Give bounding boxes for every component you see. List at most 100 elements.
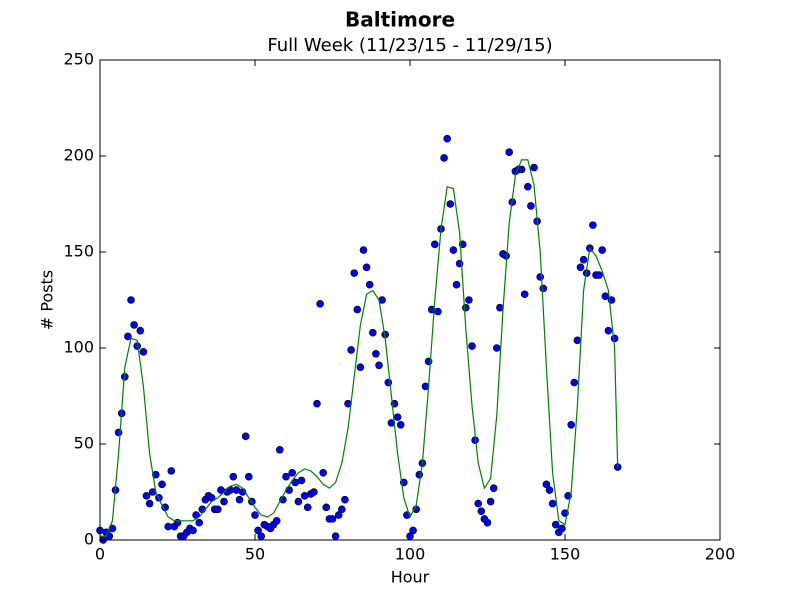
data-point [449,246,458,254]
data-point [316,300,324,308]
data-point [443,134,452,143]
data-point [375,361,383,370]
data-point [142,492,151,500]
y-tick-label: 50 [74,434,94,453]
data-point [492,344,501,352]
data-point [489,484,498,492]
data-point [254,526,262,535]
data-point [235,495,244,504]
data-point [334,511,343,519]
data-point [359,246,368,254]
y-tick-label: 100 [63,338,94,357]
data-point [589,221,597,229]
data-point [486,497,495,506]
data-point [372,349,380,358]
data-point [347,346,355,354]
data-point [461,303,470,312]
chart-subtitle: Full Week (11/23/15 - 11/29/15) [267,35,552,56]
trend-line [100,159,619,537]
data-point [297,476,306,485]
data-point [551,520,560,529]
data-point [496,303,504,312]
data-point [604,326,613,335]
data-point [536,273,545,281]
data-point [598,246,607,254]
data-point [331,532,340,540]
data-point [573,336,582,345]
data-point [272,516,281,525]
data-point [257,532,266,540]
data-point [245,472,253,481]
chart-title: Baltimore [345,8,455,32]
data-point [136,326,145,335]
plot-frame [99,59,721,541]
data-point [310,488,318,496]
y-tick-label: 0 [84,530,94,549]
data-point [139,348,148,356]
data-point [130,321,138,329]
data-point [452,280,461,289]
data-point [167,467,176,475]
data-point [430,240,439,249]
data-point [387,419,396,427]
data-point [145,499,154,508]
data-point [570,378,579,387]
data-point [195,518,203,527]
data-point [440,154,448,162]
data-point [341,495,349,504]
data-point [365,280,374,289]
data-point [282,472,290,481]
data-point [415,470,424,479]
data-point [356,363,365,372]
data-point [294,497,303,506]
data-point [328,515,337,523]
data-point [545,486,554,494]
y-tick-label: 250 [63,50,94,69]
data-point [396,420,405,429]
data-point [468,342,476,350]
data-point [322,503,331,512]
data-point [124,332,132,341]
data-point [610,334,619,343]
data-point [474,499,483,508]
data-point [350,269,359,277]
data-point [446,200,455,208]
data-point [539,284,548,293]
data-point [275,445,284,454]
data-point [362,263,371,272]
plot-area: 0 50 100 150 200 0 50 100 150 200 250 [63,50,735,564]
data-point [313,399,321,408]
data-point [548,499,557,508]
data-point [527,202,535,210]
data-point [558,524,566,533]
x-tick-label: 50 [245,545,265,564]
data-point [434,307,442,316]
y-tick-label: 200 [63,146,94,165]
data-point [337,505,346,514]
data-point [214,505,222,514]
x-tick-label: 100 [395,545,426,564]
data-point [576,263,585,272]
data-point [288,468,297,477]
x-tick-label: 0 [95,545,105,564]
data-point [189,526,197,535]
data-point [465,296,473,304]
data-point [567,420,576,429]
data-point [319,468,328,477]
data-point [393,413,402,421]
data-point [483,518,492,527]
x-tick-label: 200 [705,545,736,564]
data-point [229,472,238,481]
data-point [520,290,529,299]
data-point [601,292,610,300]
data-point [152,470,160,479]
data-point [595,271,603,279]
y-axis-label: # Posts [38,270,57,330]
data-point [530,163,538,172]
x-tick-label: 150 [550,545,581,564]
data-point [505,148,514,156]
y-tick-label: 150 [63,242,94,261]
data-point [579,255,588,264]
